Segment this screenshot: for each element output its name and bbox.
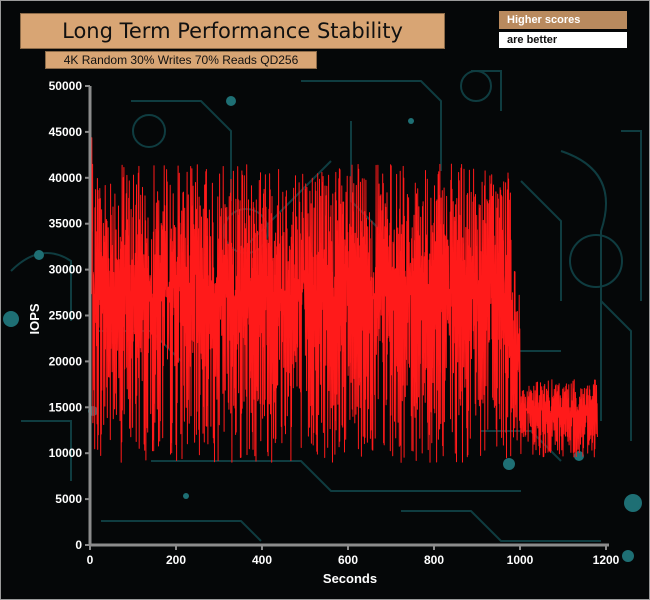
axes: 0500010000150002000025000300003500040000…	[49, 79, 620, 567]
y-tick-label: 20000	[49, 354, 83, 368]
y-tick-label: 30000	[49, 263, 83, 277]
y-tick-label: 35000	[49, 217, 83, 231]
chart-subtitle: 4K Random 30% Writes 70% Reads QD256	[45, 51, 317, 69]
y-axis-title: IOPS	[27, 303, 42, 334]
y-tick-label: 50000	[49, 79, 83, 93]
x-tick-label: 0	[87, 553, 94, 567]
x-tick-label: 600	[338, 553, 358, 567]
x-tick-label: 200	[166, 553, 186, 567]
y-tick-label: 0	[75, 538, 82, 552]
note-are-better: are better	[499, 32, 627, 48]
y-tick-label: 15000	[49, 400, 83, 414]
note-higher-scores: Higher scores	[499, 11, 627, 29]
y-tick-label: 10000	[49, 446, 83, 460]
x-axis-title: Seconds	[323, 571, 377, 586]
series-iops	[89, 137, 598, 463]
y-tick-label: 25000	[49, 309, 83, 323]
chart-title: Long Term Performance Stability	[20, 13, 445, 49]
x-tick-label: 800	[424, 553, 444, 567]
x-tick-label: 400	[252, 553, 272, 567]
y-tick-label: 40000	[49, 171, 83, 185]
y-tick-label: 5000	[55, 492, 82, 506]
x-tick-label: 1200	[593, 553, 620, 567]
series-line	[89, 137, 598, 463]
y-tick-label: 45000	[49, 125, 83, 139]
x-tick-label: 1000	[507, 553, 534, 567]
